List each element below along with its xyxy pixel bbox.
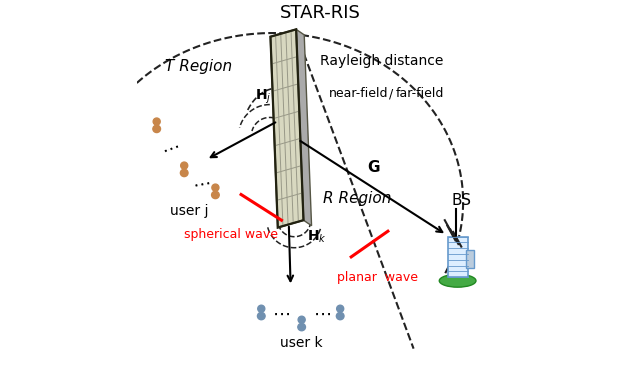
Text: $\mathbf{H}_j$: $\mathbf{H}_j$ (255, 88, 271, 106)
FancyBboxPatch shape (447, 237, 468, 277)
Text: R Region: R Region (323, 191, 391, 206)
Text: near-field: near-field (328, 87, 388, 100)
Ellipse shape (153, 125, 161, 132)
Polygon shape (296, 29, 312, 226)
Circle shape (258, 305, 265, 312)
Circle shape (153, 118, 160, 125)
Text: $\cdots$: $\cdots$ (191, 174, 212, 195)
Text: STAR-RIS: STAR-RIS (280, 4, 360, 22)
Text: Rayleigh distance: Rayleigh distance (319, 54, 443, 68)
FancyBboxPatch shape (466, 250, 474, 268)
Circle shape (298, 316, 305, 323)
Circle shape (180, 162, 188, 169)
Text: user j: user j (170, 204, 209, 218)
Text: $\mathbf{H}_k$: $\mathbf{H}_k$ (307, 229, 327, 245)
Text: $\cdots$: $\cdots$ (313, 305, 331, 323)
Text: planar  wave: planar wave (337, 270, 417, 284)
Text: T Region: T Region (165, 59, 232, 73)
Ellipse shape (298, 323, 305, 331)
Text: spherical wave: spherical wave (184, 228, 278, 241)
Text: BS: BS (451, 193, 471, 207)
Ellipse shape (180, 169, 188, 177)
Ellipse shape (257, 312, 265, 320)
Ellipse shape (439, 275, 476, 287)
Text: /: / (389, 87, 394, 100)
Text: $\mathbf{G}$: $\mathbf{G}$ (367, 159, 381, 175)
Polygon shape (271, 29, 303, 228)
Text: $\cdots$: $\cdots$ (159, 137, 182, 160)
Text: user k: user k (280, 336, 323, 350)
Circle shape (212, 184, 219, 191)
Circle shape (337, 305, 344, 312)
Ellipse shape (337, 312, 344, 320)
Text: $\cdots$: $\cdots$ (273, 305, 291, 323)
Ellipse shape (212, 191, 220, 199)
Text: far-field: far-field (396, 87, 444, 100)
